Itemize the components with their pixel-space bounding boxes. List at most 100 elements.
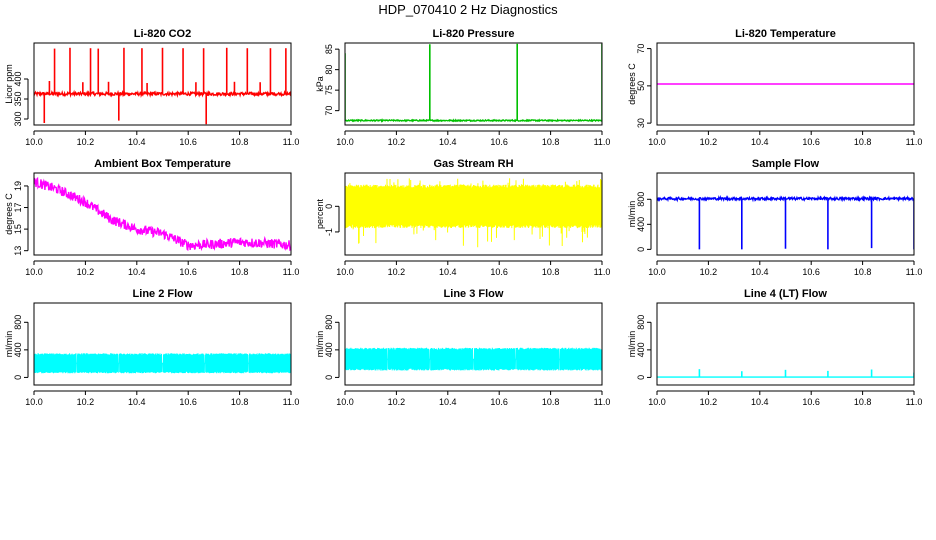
panel-ambient-box-temperature: Ambient Box Temperature degrees C 10.0 10.2… <box>4 158 299 277</box>
x-tick-label: 10.0 <box>336 397 354 407</box>
x-tick-label: 10.4 <box>751 397 769 407</box>
x-tick-label: 10.4 <box>439 267 457 277</box>
x-tick-label: 10.4 <box>751 267 769 277</box>
y-tick-label: 15 <box>13 224 23 234</box>
panel-title: Line 3 Flow <box>444 288 504 300</box>
x-tick-label: 10.0 <box>648 397 666 407</box>
y-tick-label: 13 <box>13 246 23 256</box>
x-tick-label: 10.2 <box>388 267 406 277</box>
x-tick-label: 10.2 <box>77 267 95 277</box>
y-axis: 0 400 800 <box>636 192 652 252</box>
x-tick-label: 10.6 <box>802 267 820 277</box>
plot-area <box>34 353 291 374</box>
x-tick-label: 10.6 <box>802 397 820 407</box>
plot-frame <box>344 172 603 256</box>
plot-frame <box>344 302 603 386</box>
y-tick-label: 400 <box>324 342 334 357</box>
x-tick-label: 10.2 <box>700 137 718 147</box>
y-tick-label: 30 <box>636 118 646 128</box>
x-tick-label: 10.0 <box>648 137 666 147</box>
plot-frame <box>33 172 292 256</box>
x-tick-label: 10.8 <box>542 397 560 407</box>
y-axis-label: percent <box>315 198 325 229</box>
series-line <box>34 353 291 374</box>
x-tick-label: 10.6 <box>179 137 197 147</box>
x-tick-label: 10.8 <box>542 267 560 277</box>
y-axis-label: ml/min <box>315 331 325 358</box>
x-tick-label: 10.0 <box>25 397 43 407</box>
x-axis: 10.0 10.2 10.4 10.6 10.8 11.0 <box>336 260 611 277</box>
x-tick-label: 10.8 <box>231 397 249 407</box>
x-tick-label: 10.6 <box>490 397 508 407</box>
x-tick-label: 10.2 <box>700 267 718 277</box>
x-axis: 10.0 10.2 10.4 10.6 10.8 11.0 <box>25 130 300 147</box>
y-axis: 70 75 80 85 <box>324 44 340 116</box>
x-tick-label: 10.6 <box>179 267 197 277</box>
x-tick-label: 10.6 <box>802 137 820 147</box>
y-axis: 0 400 800 <box>636 315 652 380</box>
panel-title: Gas Stream RH <box>433 158 513 170</box>
x-axis: 10.0 10.2 10.4 10.6 10.8 11.0 <box>25 390 300 407</box>
y-axis-label: kPa <box>315 76 325 92</box>
panel-li-820-pressure: Li-820 Pressure kPa 10.0 10.2 10.4 10.6 10.8 11… <box>315 28 610 147</box>
plot-frame <box>33 302 292 386</box>
x-tick-label: 10.8 <box>231 137 249 147</box>
x-tick-label: 11.0 <box>283 137 300 147</box>
x-tick-label: 10.6 <box>490 267 508 277</box>
x-tick-label: 10.2 <box>700 397 718 407</box>
y-tick-label: 800 <box>324 315 334 330</box>
panel-title: Line 2 Flow <box>133 288 193 300</box>
series-line <box>345 347 602 371</box>
x-tick-label: 10.8 <box>854 267 872 277</box>
plot-area <box>34 176 291 252</box>
y-axis: 0 400 800 <box>13 315 29 380</box>
y-tick-label: 70 <box>636 44 646 54</box>
x-tick-label: 10.2 <box>388 397 406 407</box>
x-tick-label: 10.0 <box>336 137 354 147</box>
x-tick-label: 10.4 <box>439 137 457 147</box>
plot-frame <box>344 42 603 126</box>
x-tick-label: 10.6 <box>179 397 197 407</box>
plot-area <box>34 47 291 125</box>
y-tick-label: 400 <box>13 71 23 86</box>
x-tick-label: 11.0 <box>594 267 611 277</box>
x-tick-label: 11.0 <box>283 397 300 407</box>
x-tick-label: 10.4 <box>128 267 146 277</box>
x-axis: 10.0 10.2 10.4 10.6 10.8 11.0 <box>648 390 922 407</box>
y-axis: 13 15 17 19 <box>13 181 29 256</box>
y-tick-label: 70 <box>324 106 334 116</box>
y-axis-label: degrees C <box>627 63 637 105</box>
y-tick-label: 800 <box>13 315 23 330</box>
y-tick-label: 17 <box>13 203 23 213</box>
series-line <box>345 178 602 248</box>
plot-area <box>345 347 602 371</box>
y-tick-label: 0 <box>636 247 646 252</box>
y-tick-label: 400 <box>636 217 646 232</box>
plot-area <box>657 369 914 378</box>
y-tick-label: 350 <box>13 91 23 106</box>
panel-title: Sample Flow <box>752 158 820 170</box>
y-axis-label: Licor ppm <box>4 64 14 104</box>
x-tick-label: 10.8 <box>231 267 249 277</box>
y-axis-label: degrees C <box>4 193 14 235</box>
y-tick-label: 300 <box>13 111 23 126</box>
x-tick-label: 11.0 <box>283 267 300 277</box>
panel-title: Ambient Box Temperature <box>94 158 231 170</box>
plot-area <box>345 43 602 123</box>
panel-sample-flow: Sample Flow ml/min 10.0 10.2 10.4 10.6 10.8 11.… <box>627 158 922 277</box>
panel-line-3-flow: Line 3 Flow ml/min 10.0 10.2 10.4 10.6 10.8 11.… <box>315 288 610 407</box>
x-tick-label: 10.4 <box>751 137 769 147</box>
series-line <box>34 176 291 252</box>
x-tick-label: 10.2 <box>77 137 95 147</box>
plot-frame <box>33 42 292 126</box>
y-axis: 300 350 400 <box>13 71 29 127</box>
y-axis-label: ml/min <box>627 331 637 358</box>
y-axis: 30 50 70 <box>636 44 652 128</box>
x-axis: 10.0 10.2 10.4 10.6 10.8 11.0 <box>25 260 300 277</box>
y-axis-label: ml/min <box>627 201 637 228</box>
x-tick-label: 10.6 <box>490 137 508 147</box>
